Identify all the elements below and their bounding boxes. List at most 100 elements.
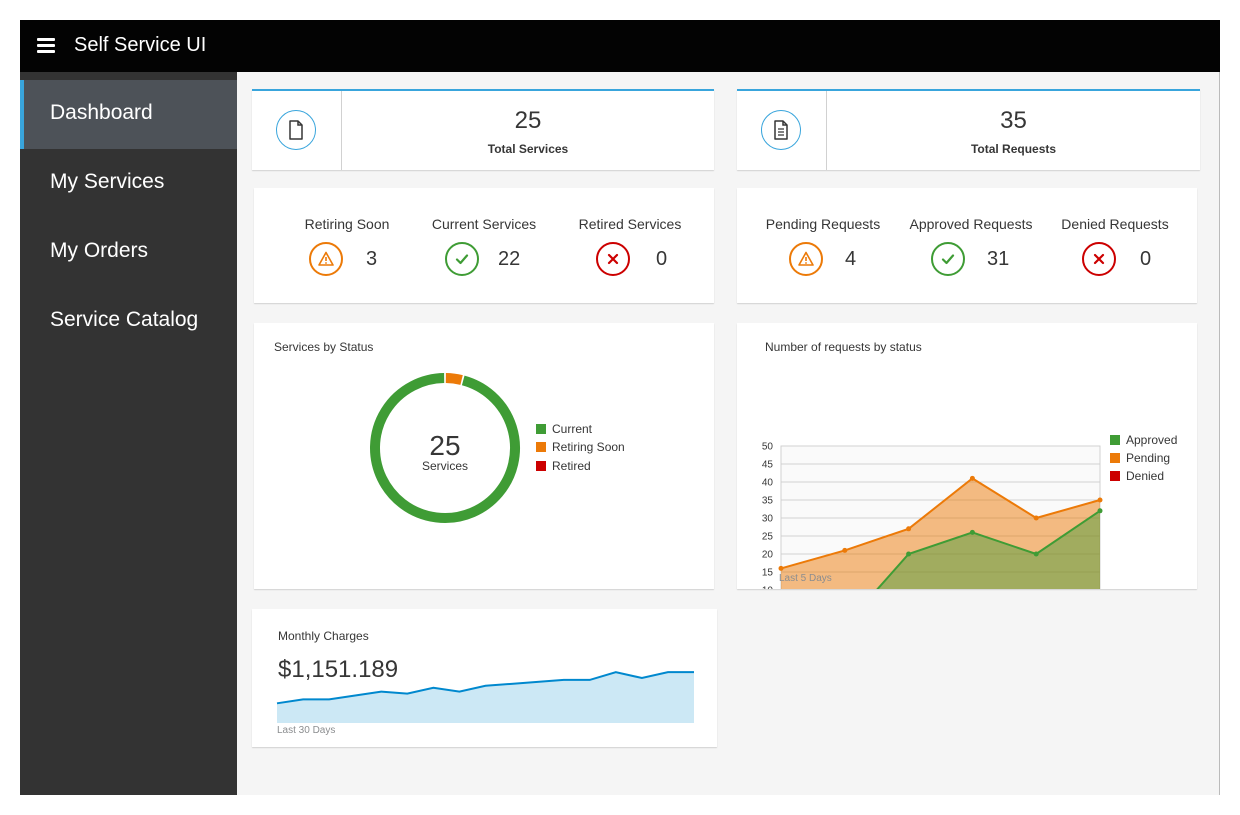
y-tick-label: 30	[762, 514, 774, 525]
total-requests-value: 35	[1000, 107, 1027, 134]
legend-item-retiring-soon[interactable]: Retiring Soon	[536, 440, 625, 454]
legend-label: Pending	[1126, 451, 1171, 465]
sidebar-item-service-catalog[interactable]: Service Catalog	[20, 287, 237, 356]
status-label: Approved Requests	[909, 216, 1033, 232]
status-count: 31	[987, 248, 1010, 270]
services-by-status-card: Services by Status 25 Services Current R…	[254, 323, 714, 589]
legend-item-current[interactable]: Current	[536, 422, 592, 436]
status-label: Retiring Soon	[304, 216, 390, 232]
total-services-label: Total Services	[487, 142, 569, 156]
monthly-charges-value: $1,151.189	[278, 656, 399, 683]
data-point-approved[interactable]	[1097, 508, 1103, 514]
status-label: Current Services	[431, 216, 537, 232]
sidebar-item-label: Dashboard	[50, 101, 153, 124]
data-point-pending[interactable]	[778, 565, 784, 571]
data-point-approved[interactable]	[969, 529, 975, 535]
data-point-approved[interactable]	[1033, 551, 1039, 557]
legend-item-pending[interactable]: Pending	[1110, 451, 1170, 465]
service-status-card: Retiring Soon 3 Current Services 22	[254, 188, 714, 303]
check-icon	[445, 242, 479, 276]
request-status-card: Pending Requests 4 Approved Requests 31	[737, 188, 1197, 303]
sidebar-item-my-orders[interactable]: My Orders	[20, 218, 237, 287]
status-count: 3	[366, 248, 378, 270]
app-window: Self Service UI Dashboard My Services My…	[20, 20, 1220, 795]
legend-item-retired[interactable]: Retired	[536, 459, 591, 473]
card-title: Number of requests by status	[765, 340, 922, 354]
y-tick-label: 20	[762, 550, 774, 561]
total-services-card[interactable]: 25 Total Services	[252, 89, 714, 170]
requests-area-chart: 05101520253035404550012345	[762, 442, 1103, 590]
legend-label: Approved	[1126, 433, 1178, 447]
data-point-pending[interactable]	[842, 547, 848, 553]
sidebar-item-dashboard[interactable]: Dashboard	[20, 80, 237, 149]
status-count: 4	[845, 248, 857, 270]
y-tick-label: 15	[762, 568, 774, 579]
donut-center-value: 25	[429, 430, 460, 461]
sparkline-area	[277, 672, 694, 723]
monthly-sparkline	[276, 671, 694, 723]
status-pending-requests[interactable]: Pending Requests 4	[764, 216, 882, 276]
status-label: Retired Services	[578, 216, 682, 232]
chart-footer: Last 30 Days	[277, 725, 336, 736]
status-count: 0	[656, 248, 668, 270]
masthead: Self Service UI	[20, 20, 1220, 72]
monthly-charges-card: Monthly Charges $1,151.189 Last 30 Days	[252, 609, 717, 747]
donut-chart: 25 Services	[370, 373, 520, 523]
sidebar: Dashboard My Services My Orders Service …	[20, 72, 237, 795]
data-point-pending[interactable]	[1033, 515, 1039, 521]
requests-by-status-card: Number of requests by status 05101520253…	[737, 323, 1197, 589]
close-icon	[596, 242, 630, 276]
card-title: Monthly Charges	[278, 629, 369, 643]
donut-slice-retiring-soon[interactable]	[445, 373, 463, 385]
total-requests-label: Total Requests	[970, 142, 1057, 156]
data-point-pending[interactable]	[1097, 497, 1103, 503]
data-point-approved[interactable]	[906, 551, 912, 557]
donut-center-label: Services	[422, 459, 468, 473]
warning-triangle-icon	[309, 242, 343, 276]
file-text-icon	[761, 110, 801, 150]
legend-label: Current	[552, 422, 593, 436]
card-title: Services by Status	[274, 340, 374, 354]
sparkline-line	[276, 671, 694, 705]
sidebar-item-label: My Services	[50, 170, 165, 193]
donut-slice-current[interactable]	[370, 373, 520, 523]
status-approved-requests[interactable]: Approved Requests 31	[906, 216, 1036, 276]
status-denied-requests[interactable]: Denied Requests 0	[1058, 216, 1172, 276]
data-point-pending[interactable]	[906, 526, 912, 532]
status-retired-services[interactable]: Retired Services 0	[577, 216, 683, 276]
chart-footer: Last 5 Days	[779, 573, 832, 584]
card-icon-area	[737, 91, 827, 170]
y-tick-label: 50	[762, 442, 774, 453]
status-retiring-soon[interactable]: Retiring Soon 3	[302, 216, 392, 276]
check-icon	[931, 242, 965, 276]
legend-label: Denied	[1126, 469, 1165, 483]
y-tick-label: 35	[762, 496, 774, 507]
total-requests-card[interactable]: 35 Total Requests	[737, 89, 1200, 170]
card-icon-area	[252, 91, 342, 170]
warning-triangle-icon	[789, 242, 823, 276]
area-pending	[781, 478, 1100, 589]
status-label: Pending Requests	[765, 216, 881, 232]
legend-label: Retired	[552, 459, 591, 473]
legend-label: Retiring Soon	[552, 440, 625, 454]
y-tick-label: 25	[762, 532, 774, 543]
file-icon	[276, 110, 316, 150]
sidebar-item-my-services[interactable]: My Services	[20, 149, 237, 218]
hamburger-icon[interactable]	[37, 38, 55, 54]
area-approved	[877, 510, 1100, 589]
sidebar-item-label: My Orders	[50, 239, 149, 262]
total-services-value: 25	[514, 107, 542, 134]
status-label: Denied Requests	[1061, 216, 1169, 232]
status-current-services[interactable]: Current Services 22	[429, 216, 539, 276]
legend-item-approved[interactable]: Approved	[1110, 433, 1177, 447]
y-tick-label: 40	[762, 478, 774, 489]
sidebar-item-label: Service Catalog	[50, 308, 199, 331]
y-tick-label: 45	[762, 460, 774, 471]
dashboard-content: 25 Total Services 35 Total Requests Reti…	[237, 72, 1219, 795]
status-count: 22	[498, 248, 521, 270]
status-count: 0	[1140, 248, 1152, 270]
y-tick-label: 10	[762, 586, 774, 590]
data-point-pending[interactable]	[969, 475, 975, 481]
legend-item-denied[interactable]: Denied	[1110, 469, 1164, 483]
close-icon	[1082, 242, 1116, 276]
